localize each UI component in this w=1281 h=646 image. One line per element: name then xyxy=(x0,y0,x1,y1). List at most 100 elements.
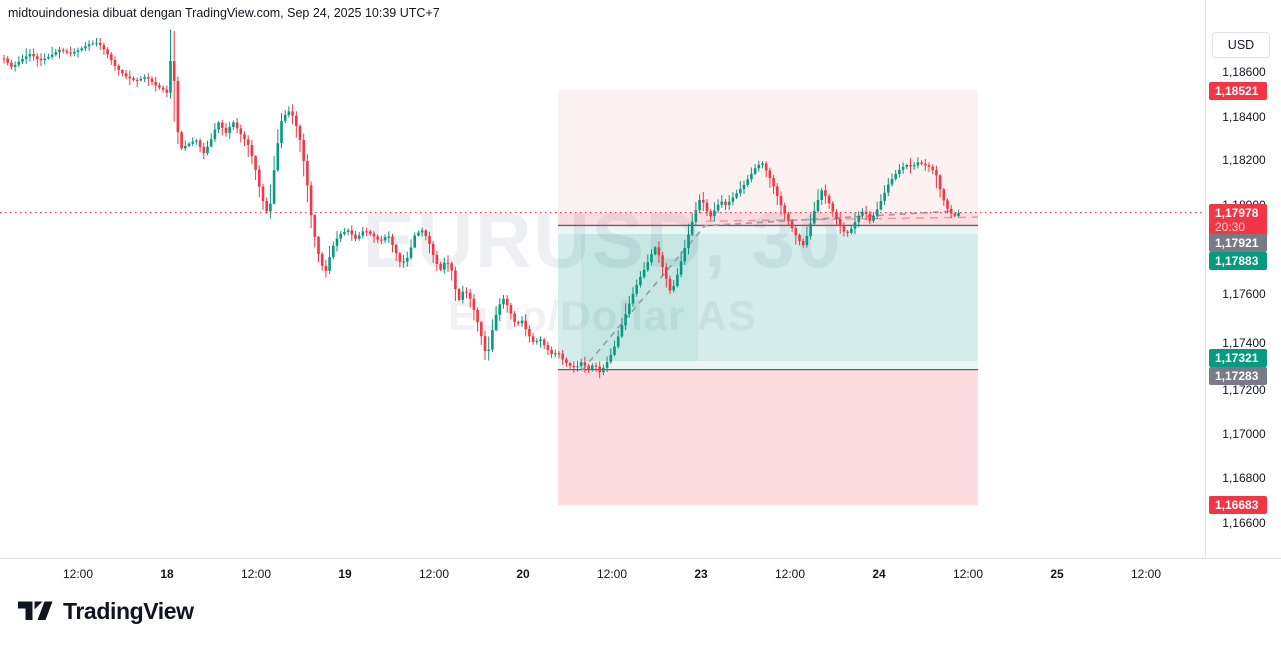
candle-body xyxy=(124,73,128,77)
candle-body xyxy=(887,184,890,193)
candle-body xyxy=(450,263,453,271)
position-tool-zones[interactable] xyxy=(558,89,978,506)
price-badge-117883: 1,17883 xyxy=(1209,252,1267,270)
candle-body xyxy=(102,45,106,50)
candle-body xyxy=(61,49,65,51)
short-stop-zone[interactable] xyxy=(558,89,978,226)
candle-body xyxy=(531,336,535,342)
candle-body xyxy=(180,132,183,149)
long-profit-zone[interactable] xyxy=(558,234,978,370)
candle-body xyxy=(842,226,846,232)
time-axis[interactable]: 12:00 18 12:00 19 12:00 20 12:00 23 12:00 24 12:00… xyxy=(0,558,1281,588)
candle-body xyxy=(624,314,627,326)
candle-body xyxy=(335,238,339,246)
time-tick: 25 xyxy=(1050,567,1064,581)
time-tick: 18 xyxy=(160,567,174,581)
candle-body xyxy=(10,62,13,67)
candle-body xyxy=(757,164,761,169)
candle-body xyxy=(468,292,472,299)
candle-body xyxy=(509,305,513,314)
candle-body xyxy=(47,56,50,59)
trend-dashed-line[interactable] xyxy=(581,210,956,371)
candle-body xyxy=(391,236,394,245)
candlestick-canvas[interactable] xyxy=(0,0,1205,558)
candle-body xyxy=(295,115,298,126)
candle-body xyxy=(587,365,590,370)
candle-body xyxy=(298,125,302,140)
price-tick: 1,17600 xyxy=(1222,287,1266,301)
candle-body xyxy=(69,52,72,54)
candle-body xyxy=(380,239,383,241)
candle-body xyxy=(783,205,786,214)
candle-body xyxy=(339,233,342,239)
candle-body xyxy=(927,165,931,167)
candle-body xyxy=(135,79,139,81)
candle-body xyxy=(195,140,198,142)
candle-body xyxy=(76,50,80,52)
candle-body xyxy=(158,85,161,88)
candle-body xyxy=(306,160,309,186)
candle-body xyxy=(535,341,539,343)
candle-body xyxy=(890,178,894,185)
chart-plot-area[interactable]: EURUSD, 30 Euro/Dollar AS xyxy=(0,0,1205,558)
time-tick: 24 xyxy=(872,567,886,581)
candle-body xyxy=(650,254,653,263)
candle-body xyxy=(953,213,957,216)
candle-body xyxy=(472,298,476,310)
candle-body xyxy=(946,200,949,209)
price-axis[interactable]: USD 1,186001,184001,182001,180001,176001… xyxy=(1205,0,1281,588)
tradingview-logo[interactable]: TradingView xyxy=(18,597,194,625)
attribution-text: midtouindonesia dibuat dengan TradingVie… xyxy=(8,6,440,20)
candle-body xyxy=(742,184,746,190)
candle-body xyxy=(36,56,39,59)
candle-body xyxy=(761,163,764,165)
candle-body xyxy=(32,53,35,57)
candle-body xyxy=(28,53,32,57)
candle-body xyxy=(542,339,546,346)
candle-body xyxy=(261,186,265,201)
candle-body xyxy=(121,69,124,74)
candle-body xyxy=(539,339,542,342)
candle-body xyxy=(350,230,354,235)
candle-body xyxy=(628,303,631,315)
candle-body xyxy=(690,221,694,235)
candle-body xyxy=(772,178,775,187)
candle-body xyxy=(613,346,616,355)
candle-body xyxy=(446,262,450,264)
entry-extension-dashed-line[interactable] xyxy=(705,216,979,222)
candle-body xyxy=(84,46,87,49)
candle-body xyxy=(13,64,17,67)
candle-body xyxy=(346,230,350,232)
candle-body xyxy=(265,200,268,212)
price-badge-116683: 1,16683 xyxy=(1209,496,1267,514)
candle-body xyxy=(528,329,531,337)
price-tick: 1,17400 xyxy=(1222,336,1266,350)
currency-toggle-button[interactable]: USD xyxy=(1212,32,1270,58)
candle-body xyxy=(620,325,624,337)
candle-body xyxy=(487,349,490,352)
candle-body xyxy=(894,173,897,179)
candle-body xyxy=(724,201,727,205)
candle-body xyxy=(73,51,76,54)
candle-body xyxy=(147,77,150,79)
candle-body xyxy=(50,54,54,57)
candle-body xyxy=(439,263,442,270)
candle-body xyxy=(820,190,823,200)
candle-body xyxy=(768,170,772,179)
time-tick: 12:00 xyxy=(62,567,94,581)
candle-body xyxy=(317,236,320,255)
profit-zones-overlap-box[interactable] xyxy=(581,234,698,362)
short-open-loss-band[interactable] xyxy=(558,212,978,226)
candle-body xyxy=(250,145,254,157)
candle-body xyxy=(657,247,661,256)
time-tick: 20 xyxy=(516,567,530,581)
candle-body xyxy=(424,230,428,236)
trend-dashed-lines[interactable] xyxy=(581,210,979,371)
candle-body xyxy=(605,361,609,368)
candle-body xyxy=(17,61,21,65)
tradingview-logo-text: TradingView xyxy=(63,597,194,624)
long-stop-zone[interactable] xyxy=(558,369,978,506)
candle-body xyxy=(861,211,864,216)
candle-body xyxy=(154,81,157,86)
short-profit-zone[interactable] xyxy=(558,225,978,362)
